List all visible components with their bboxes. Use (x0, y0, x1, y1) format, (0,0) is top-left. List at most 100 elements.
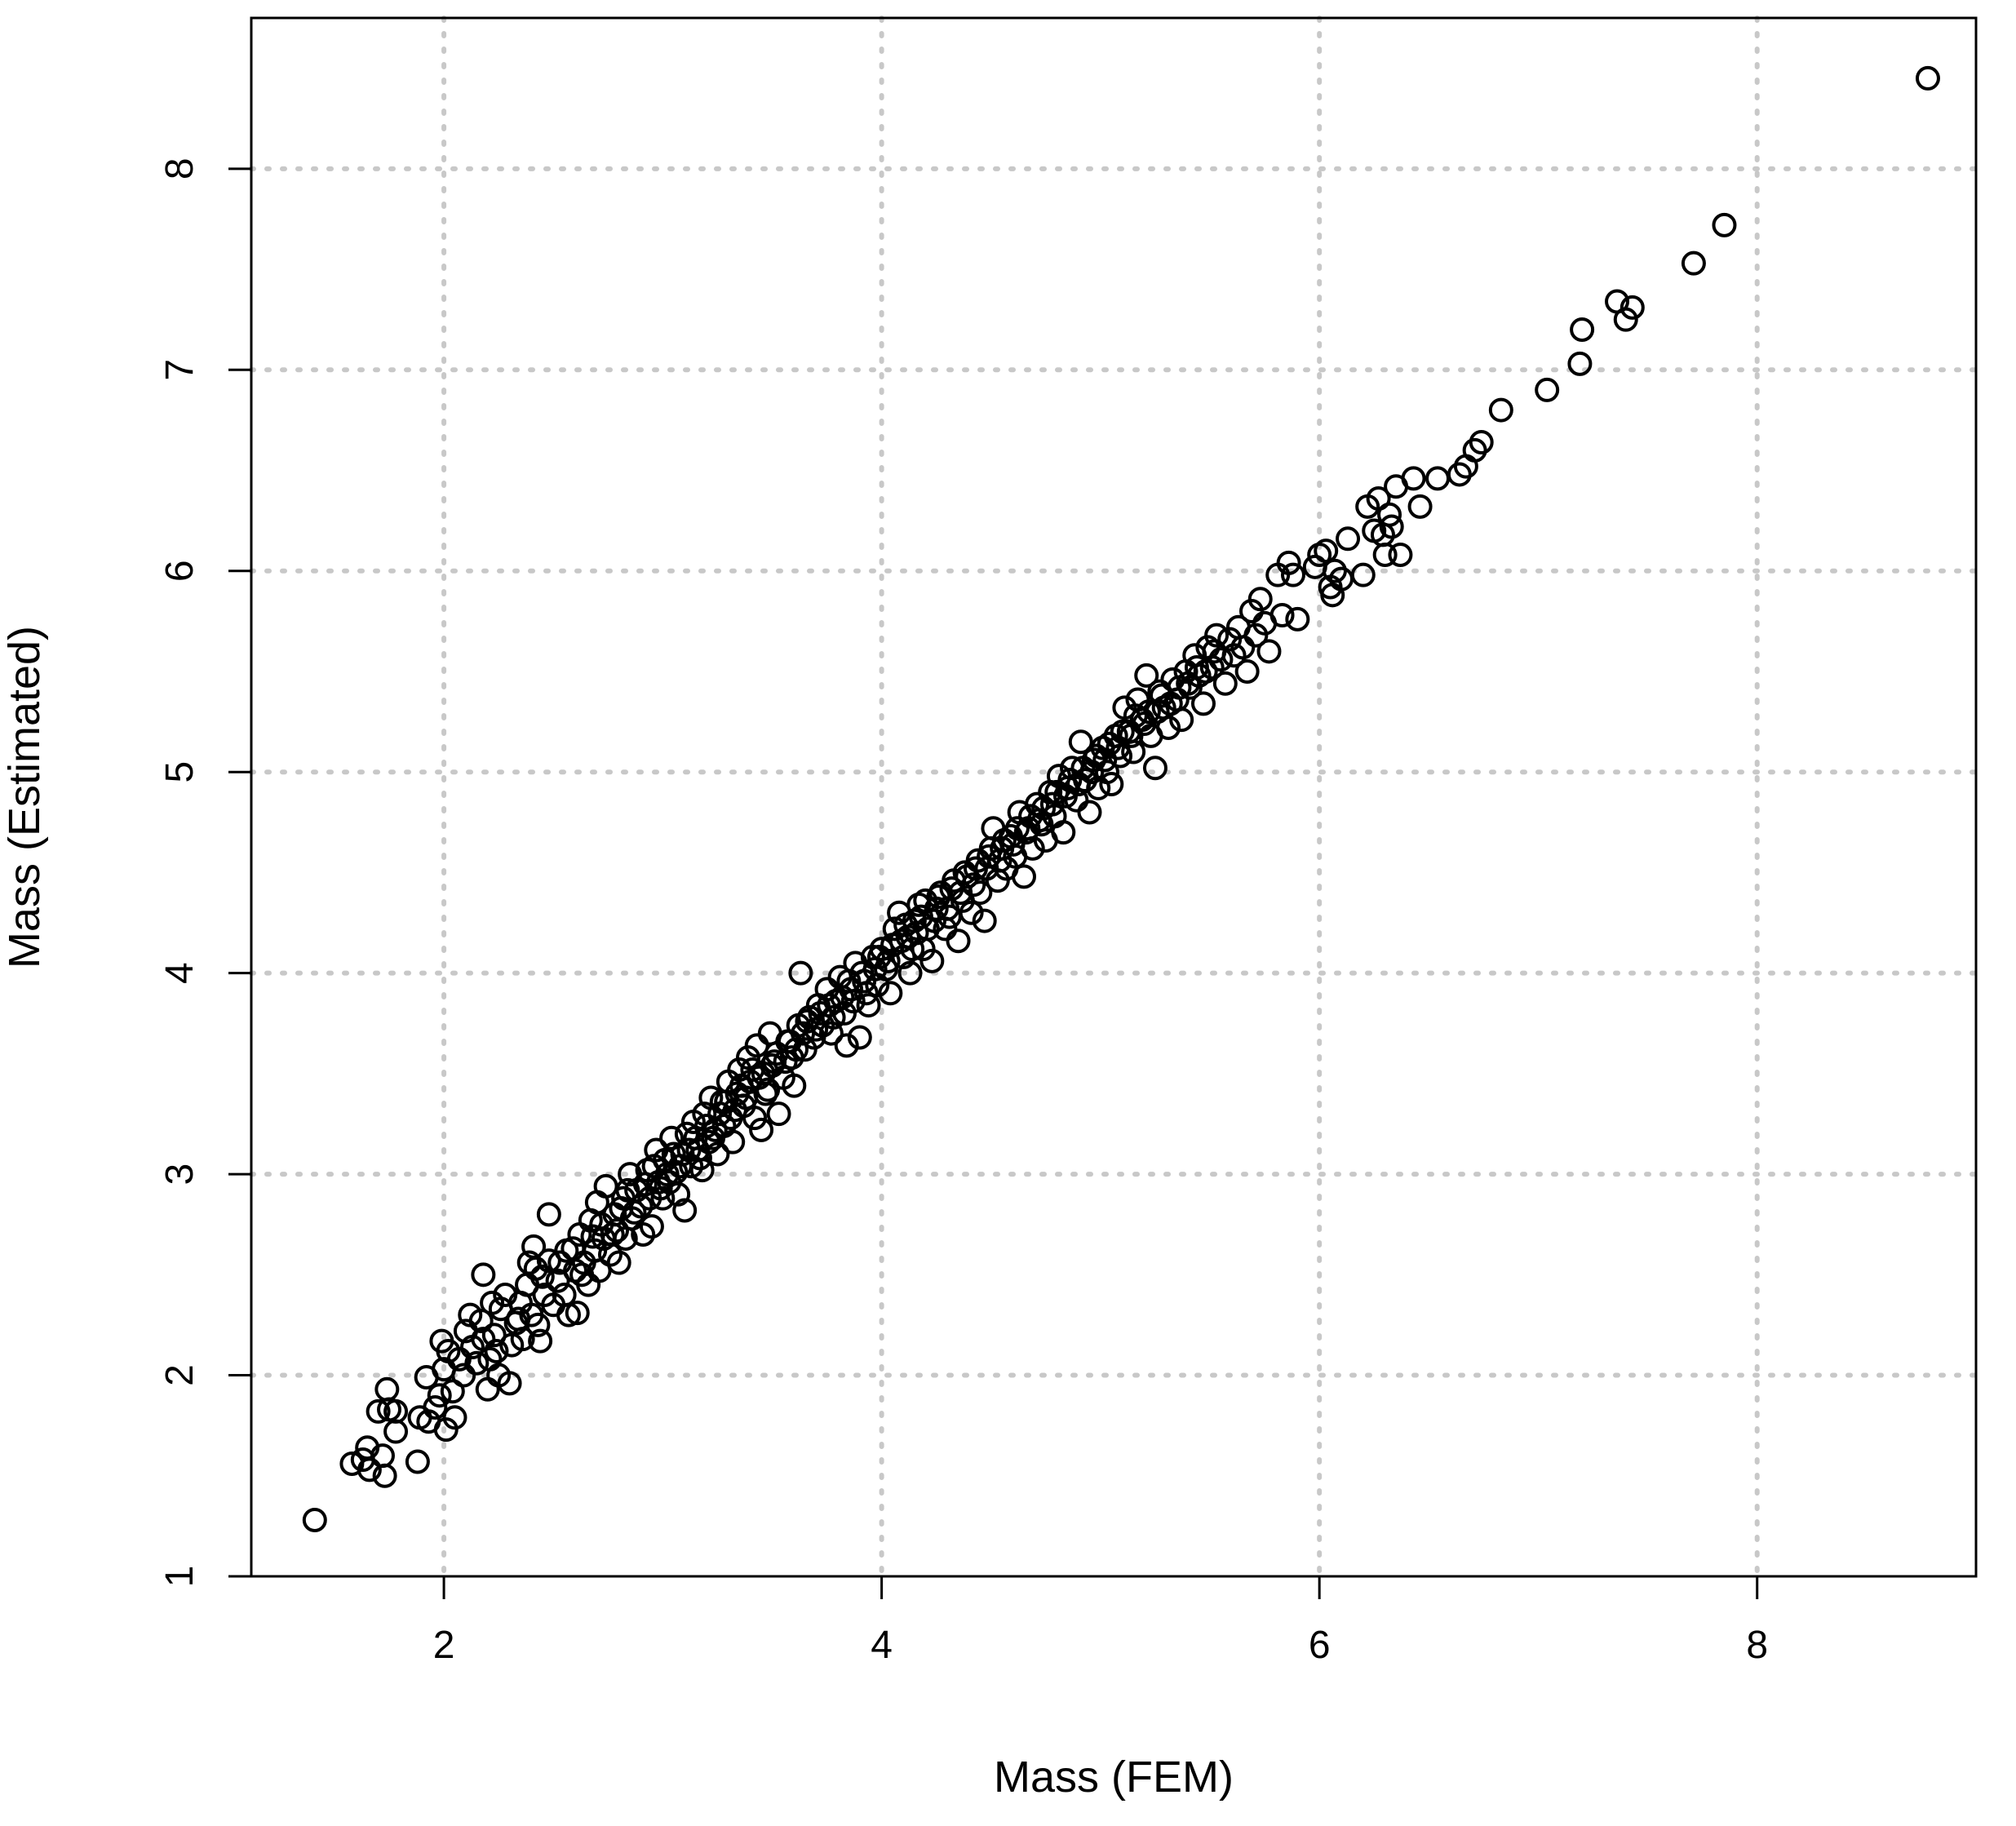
data-point (1322, 558, 1347, 583)
data-point (791, 1021, 816, 1046)
x-axis: 2 4 6 8 (433, 1575, 1768, 1667)
data-point (817, 993, 842, 1018)
data-point (782, 1073, 807, 1098)
data-point (766, 1101, 791, 1127)
data-point (1276, 550, 1301, 575)
data-point (847, 1025, 872, 1050)
y-tick-label: 1 (158, 1566, 202, 1588)
data-point (471, 1262, 496, 1288)
x-tick-label: 8 (1746, 1624, 1768, 1667)
data-point (484, 1338, 509, 1363)
data-point (961, 872, 986, 897)
data-point (528, 1328, 553, 1354)
data-point (1712, 212, 1737, 237)
y-tick-label: 8 (158, 157, 202, 179)
data-point (1269, 602, 1295, 627)
y-axis-title: Mass (Estimated) (0, 626, 49, 968)
data-point (1425, 466, 1451, 491)
data-point (1051, 820, 1076, 845)
y-tick-label: 6 (158, 560, 202, 582)
data-point (506, 1306, 531, 1332)
data-point (569, 1262, 595, 1288)
data-point (606, 1250, 631, 1275)
data-point (648, 1176, 673, 1201)
data-point (1280, 562, 1305, 587)
data-point (1079, 760, 1105, 785)
data-point (900, 937, 925, 962)
data-point (1681, 250, 1706, 276)
data-point (560, 1236, 586, 1261)
data-point (1570, 317, 1595, 342)
data-point (1077, 800, 1102, 825)
data-point (374, 1376, 400, 1402)
data-point (694, 1113, 720, 1138)
data-point (523, 1256, 548, 1281)
data-point (777, 1029, 802, 1054)
data-point (1068, 729, 1093, 755)
data-point (1052, 783, 1078, 809)
data-point (1026, 808, 1052, 833)
data-point (840, 989, 866, 1014)
data-point (705, 1141, 730, 1167)
data-point (834, 1033, 859, 1058)
data-point (1132, 711, 1157, 737)
y-axis: 1 2 3 4 5 6 7 8 (158, 157, 251, 1587)
data-point (1915, 65, 1940, 91)
x-tick-label: 6 (1309, 1624, 1331, 1667)
data-points (302, 65, 1940, 1532)
data-point (1377, 502, 1402, 527)
data-point (1156, 715, 1181, 740)
data-point (536, 1202, 561, 1227)
data-point (946, 929, 971, 954)
data-point (1379, 514, 1404, 539)
data-point (464, 1350, 490, 1376)
data-point (1567, 351, 1593, 376)
data-point (497, 1371, 522, 1396)
data-point (687, 1146, 712, 1171)
data-point (1350, 562, 1376, 587)
data-point (1204, 623, 1230, 648)
data-point (1193, 658, 1218, 684)
data-point (1121, 739, 1146, 765)
data-point (547, 1250, 573, 1275)
data-point (405, 1449, 430, 1474)
data-point (821, 1004, 846, 1030)
data-point (972, 908, 997, 933)
data-point (701, 1125, 726, 1150)
data-point (1285, 606, 1310, 632)
data-point (875, 948, 901, 973)
data-point (878, 981, 903, 1006)
data-point (1212, 671, 1238, 696)
data-point (383, 1419, 409, 1444)
data-point (600, 1222, 625, 1248)
data-point (959, 900, 984, 925)
data-point (1388, 543, 1413, 568)
data-point (1613, 307, 1638, 332)
data-point (1136, 699, 1161, 725)
data-point (556, 1302, 581, 1327)
data-point (1401, 466, 1426, 491)
data-point (1000, 831, 1026, 857)
data-point (1619, 295, 1645, 320)
data-point (908, 904, 933, 929)
data-point (897, 960, 923, 986)
data-point (661, 1141, 686, 1167)
data-point (475, 1376, 500, 1402)
grid-lines (249, 16, 1978, 1579)
data-point (922, 908, 947, 933)
data-point (1202, 639, 1227, 664)
data-point (818, 1021, 844, 1046)
data-point (760, 1053, 785, 1079)
data-point (1134, 663, 1159, 688)
x-tick-label: 4 (871, 1624, 893, 1667)
data-point (720, 1129, 746, 1155)
data-point (1208, 647, 1234, 672)
data-point (1099, 771, 1124, 796)
data-point (1234, 658, 1260, 684)
data-point (1013, 820, 1039, 845)
data-point (641, 1154, 667, 1179)
data-point (1094, 760, 1119, 785)
data-point (853, 981, 879, 1006)
